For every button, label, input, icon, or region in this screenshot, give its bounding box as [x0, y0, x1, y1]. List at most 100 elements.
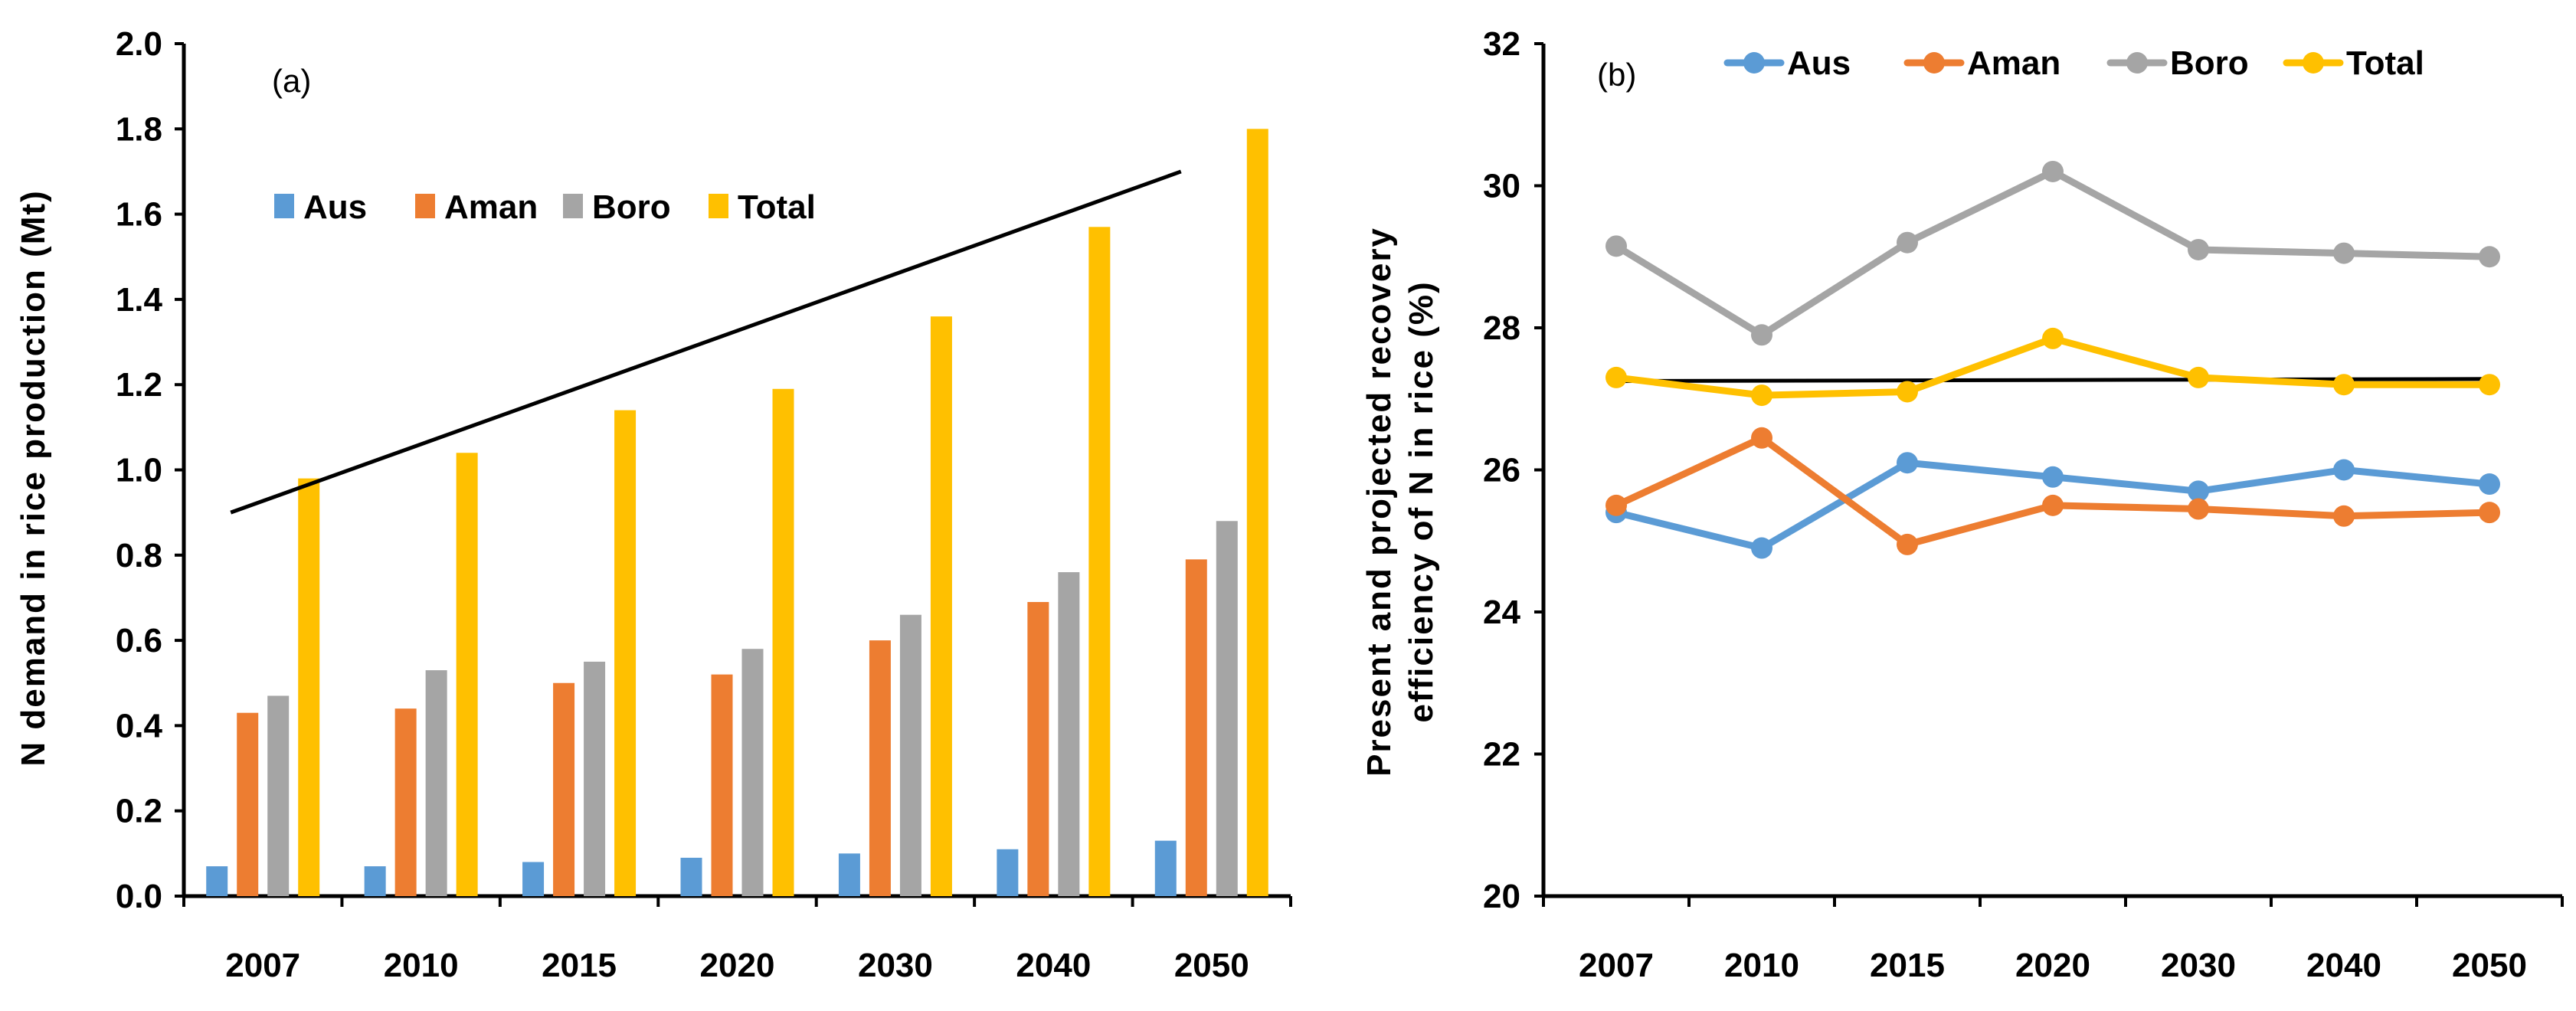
chart-a-legend-swatch-aus	[274, 194, 294, 218]
chart-a-y-tick-labels: 0.0 0.2 0.4 0.6 0.8 1.0 1.2 1.4 1.6 1.8 2.0	[116, 25, 163, 915]
chart-a-y-tick-label: 1.2	[116, 366, 162, 404]
chart-a-y-tick-label: 1.8	[116, 110, 162, 148]
chart-a-y-tick-label: 1.6	[116, 196, 162, 234]
chart-a-bar-aus-2007	[206, 866, 228, 896]
chart-b-x-tick-label: 2030	[2161, 947, 2236, 984]
chart-b-point-total-2015	[1897, 381, 1918, 403]
chart-b-panel-label: (b)	[1597, 57, 1636, 93]
chart-b-point-boro-2030	[2188, 238, 2209, 260]
chart-a-legend-label-aman: Aman	[444, 188, 538, 226]
chart-b-point-aus-2050	[2479, 473, 2500, 496]
chart-b-point-boro-2010	[1751, 324, 1772, 346]
chart-a-trendline	[230, 169, 1182, 515]
chart-a-legend-label-boro: Boro	[592, 188, 671, 226]
chart-b-y-tick-label: 20	[1483, 878, 1520, 915]
chart-b-legend-label-aman: Aman	[1967, 44, 2060, 82]
chart-b-point-total-2007	[1605, 366, 1627, 388]
chart-a-y-tick-label: 0.4	[116, 707, 163, 744]
chart-b-trendline	[1612, 377, 2494, 384]
chart-a-bar-total-2040	[1088, 227, 1111, 896]
chart-a: 0.00.20.40.60.81.01.21.41.61.82.0 2007 20…	[15, 25, 1292, 984]
chart-b-legend-marker-total	[2303, 52, 2324, 74]
chart-b-point-aman-2015	[1897, 533, 1918, 555]
chart-b-y-tick-label: 30	[1483, 168, 1520, 205]
chart-a-bar-total-2020	[772, 388, 794, 896]
chart-b-x-tick-label: 2040	[2306, 947, 2381, 984]
chart-b-y-tick-label: 26	[1483, 452, 1520, 489]
chart-a-bar-boro-2020	[741, 649, 764, 896]
chart-b-x-tick-label: 2050	[2452, 947, 2527, 984]
chart-a-x-tick-labels: 2007 2010 2015 2020 2030 2040 2050	[225, 947, 1249, 984]
chart-b-point-boro-2050	[2479, 246, 2500, 268]
chart-a-legend-swatch-total	[709, 194, 728, 218]
chart-b-legend-label-boro: Boro	[2170, 44, 2249, 82]
chart-b-point-aus-2015	[1897, 452, 1918, 474]
chart-a-x-tick-label: 2010	[384, 947, 459, 984]
chart-b-point-boro-2007	[1605, 235, 1627, 257]
chart-b-point-aman-2010	[1751, 427, 1772, 449]
chart-a-x-tick-label: 2030	[858, 947, 933, 984]
chart-b-point-total-2020	[2042, 327, 2064, 349]
chart-a-legend-swatch-aman	[415, 194, 435, 218]
chart-a-bar-aus-2040	[997, 849, 1019, 896]
chart-b-y-tick-label: 28	[1483, 309, 1520, 347]
chart-a-bar-boro-2015	[584, 661, 606, 896]
chart-a-bar-aman-2040	[1027, 602, 1049, 896]
chart-b-y-tick-label: 24	[1483, 594, 1520, 631]
chart-b-legend-marker-boro	[2126, 52, 2148, 74]
chart-b-point-aman-2050	[2479, 502, 2500, 524]
chart-b-point-aus-2040	[2333, 459, 2355, 481]
chart-a-bar-boro-2040	[1058, 572, 1080, 896]
chart-a-bar-total-2030	[930, 316, 952, 896]
chart-a-bar-total-2050	[1246, 129, 1268, 897]
chart-a-y-tick-label: 1.4	[116, 281, 163, 319]
chart-a-x-tick-label: 2020	[700, 947, 775, 984]
chart-b-point-boro-2015	[1897, 231, 1918, 254]
chart-b-point-aus-2020	[2042, 466, 2064, 488]
chart-b-x-tick-label: 2010	[1724, 947, 1799, 984]
chart-a-bar-aman-2010	[394, 708, 417, 896]
chart-b-point-aus-2010	[1751, 537, 1772, 559]
chart-a-bar-aus-2010	[364, 866, 386, 896]
chart-a-x-tick-label: 2015	[542, 947, 617, 984]
chart-a-bar-aus-2020	[680, 857, 702, 896]
chart-b-point-total-2010	[1751, 384, 1772, 407]
chart-b-point-total-2030	[2188, 366, 2209, 388]
chart-a-bar-boro-2030	[899, 614, 921, 896]
chart-a-y-axis-label: N demand in rice production (Mt)	[15, 189, 52, 766]
chart-b-legend: Aus Aman Boro Total	[1723, 44, 2424, 82]
chart-b-legend-marker-aman	[1923, 52, 1945, 74]
chart-a-bars	[206, 129, 1268, 897]
chart-a-bar-aman-2020	[711, 674, 733, 896]
chart-a-y-tick-label: 0.8	[116, 537, 162, 574]
chart-a-y-tick-label: 1.0	[116, 452, 162, 489]
chart-b-point-aman-2030	[2188, 498, 2209, 520]
chart-b-legend-label-total: Total	[2346, 44, 2424, 82]
chart-a-y-tick-label: 0.6	[116, 622, 162, 659]
chart-a-x-tick-label: 2040	[1016, 947, 1091, 984]
chart-a-bar-aus-2030	[838, 853, 860, 896]
chart-b-point-boro-2020	[2042, 160, 2064, 182]
chart-b-point-aman-2020	[2042, 494, 2064, 516]
chart-b-x-tick-label: 2015	[1870, 947, 1945, 984]
chart-b-axes	[1534, 42, 2564, 907]
chart-b-point-aman-2007	[1605, 494, 1627, 516]
chart-b-y-axis-label-line2: efficiency of N in rice (%)	[1403, 280, 1440, 722]
chart-b-y-tick-labels: 20 22 24 26 28 30 32	[1483, 25, 1520, 915]
chart-a-bar-aman-2030	[869, 640, 891, 896]
chart-a-legend: Aus Aman Boro Total	[274, 188, 816, 226]
chart-a-x-tick-label: 2007	[225, 947, 300, 984]
chart-b-y-tick-label: 22	[1483, 736, 1520, 774]
chart-b-lines	[1605, 160, 2500, 559]
chart-a-bar-aus-2015	[522, 862, 545, 896]
chart-a-bar-total-2015	[614, 410, 637, 896]
chart-a-bar-total-2010	[456, 453, 478, 896]
chart-a-y-tick-label: 0.0	[116, 878, 162, 915]
chart-a-bar-boro-2050	[1216, 521, 1238, 896]
chart-a-bar-boro-2007	[267, 695, 290, 896]
chart-b-point-aman-2040	[2333, 505, 2355, 527]
chart-b-x-tick-labels: 2007 2010 2015 2020 2030 2040 2050	[1579, 947, 2527, 984]
chart-b-legend-marker-aus	[1743, 52, 1765, 74]
